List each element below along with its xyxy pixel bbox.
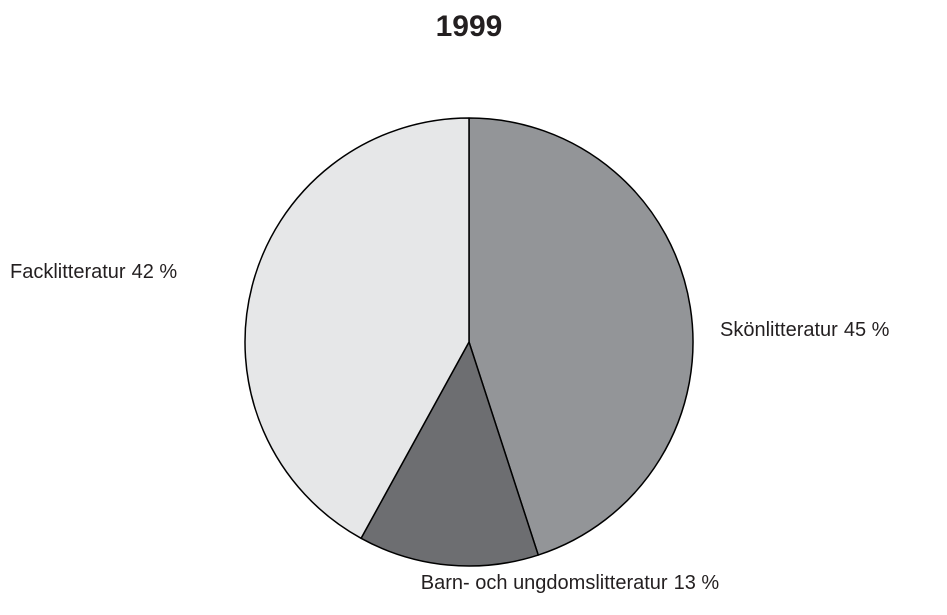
pie-slice bbox=[244, 117, 470, 540]
value-label: 42 % bbox=[132, 261, 178, 283]
pie-slice bbox=[468, 117, 694, 556]
category-label: Barn- och ungdomslitteratur bbox=[421, 572, 668, 594]
category-label: Facklitteratur bbox=[10, 261, 126, 283]
slice-label: Skönlitteratur 45 % bbox=[720, 319, 890, 341]
slice-label: Facklitteratur 42 % bbox=[10, 261, 177, 283]
value-label: 13 % bbox=[674, 572, 720, 594]
slice-label: Barn- och ungdomslitteratur 13 % bbox=[421, 572, 720, 594]
value-label: 45 % bbox=[844, 319, 890, 341]
chart-title: 1999 bbox=[436, 10, 503, 43]
category-label: Skönlitteratur bbox=[720, 319, 838, 341]
pie-slice bbox=[360, 341, 539, 567]
